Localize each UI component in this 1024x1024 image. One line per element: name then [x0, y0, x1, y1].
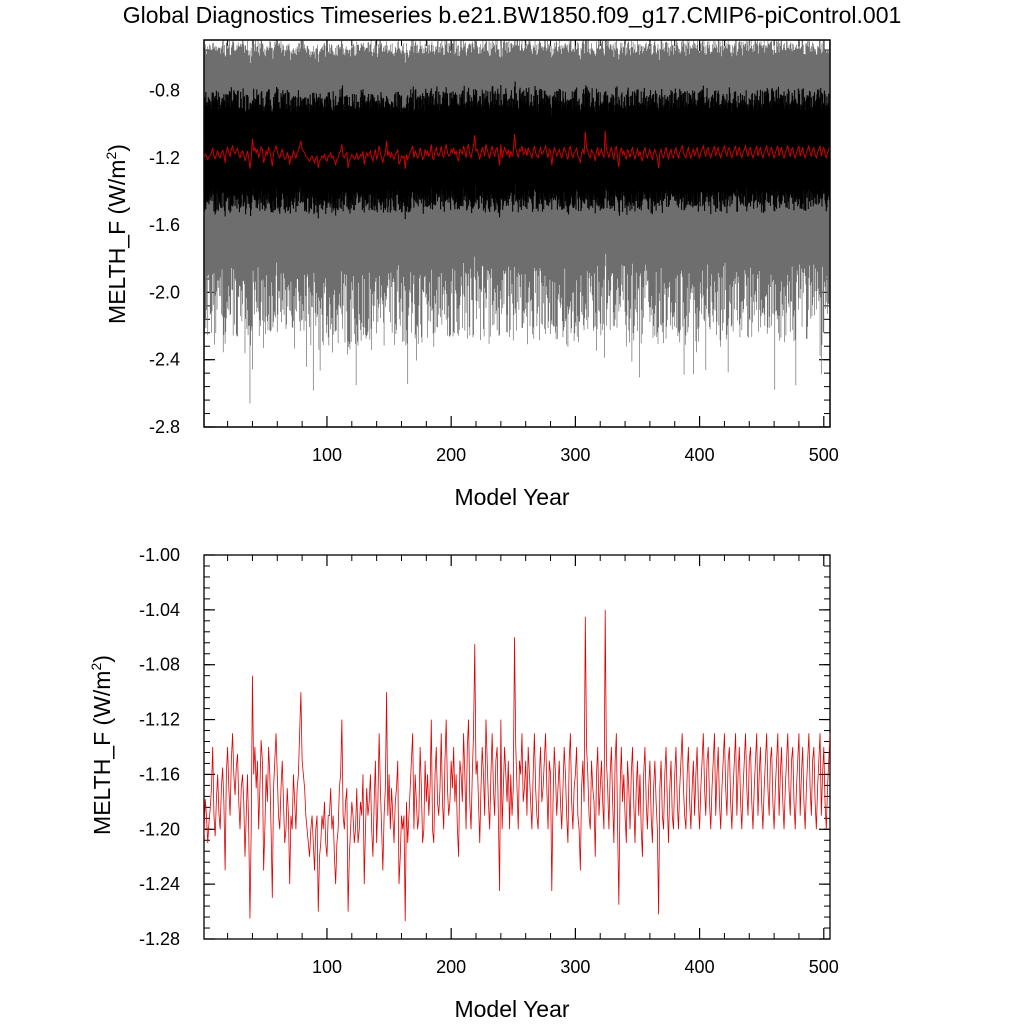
top-annual-mean-line: [204, 130, 830, 170]
top-ylabel: MELTH_F (W/m2): [103, 144, 130, 324]
top-plot-frame-overlay: [203, 39, 831, 428]
top-xtick-label: 300: [560, 445, 590, 465]
top-ytick-label: -2.8: [149, 417, 180, 437]
top-ytick-label: -2.0: [149, 282, 180, 302]
top-ytick-label: -1.2: [149, 148, 180, 168]
top-ytick-label: -2.4: [149, 350, 180, 370]
top-xtick-label: 500: [809, 445, 839, 465]
top-monthly-series: [204, 81, 830, 220]
top-ytick-label: -0.8: [149, 80, 180, 100]
top-xtick-label: 100: [312, 445, 342, 465]
figure-title: Global Diagnostics Timeseries b.e21.BW18…: [122, 2, 902, 28]
top-ytick-label: -1.6: [149, 215, 180, 235]
top-xtick-label: 400: [685, 445, 715, 465]
top-monthly-spread: [204, 40, 830, 404]
top-xtick-label: 200: [436, 445, 466, 465]
top-xlabel: Model Year: [454, 484, 569, 510]
